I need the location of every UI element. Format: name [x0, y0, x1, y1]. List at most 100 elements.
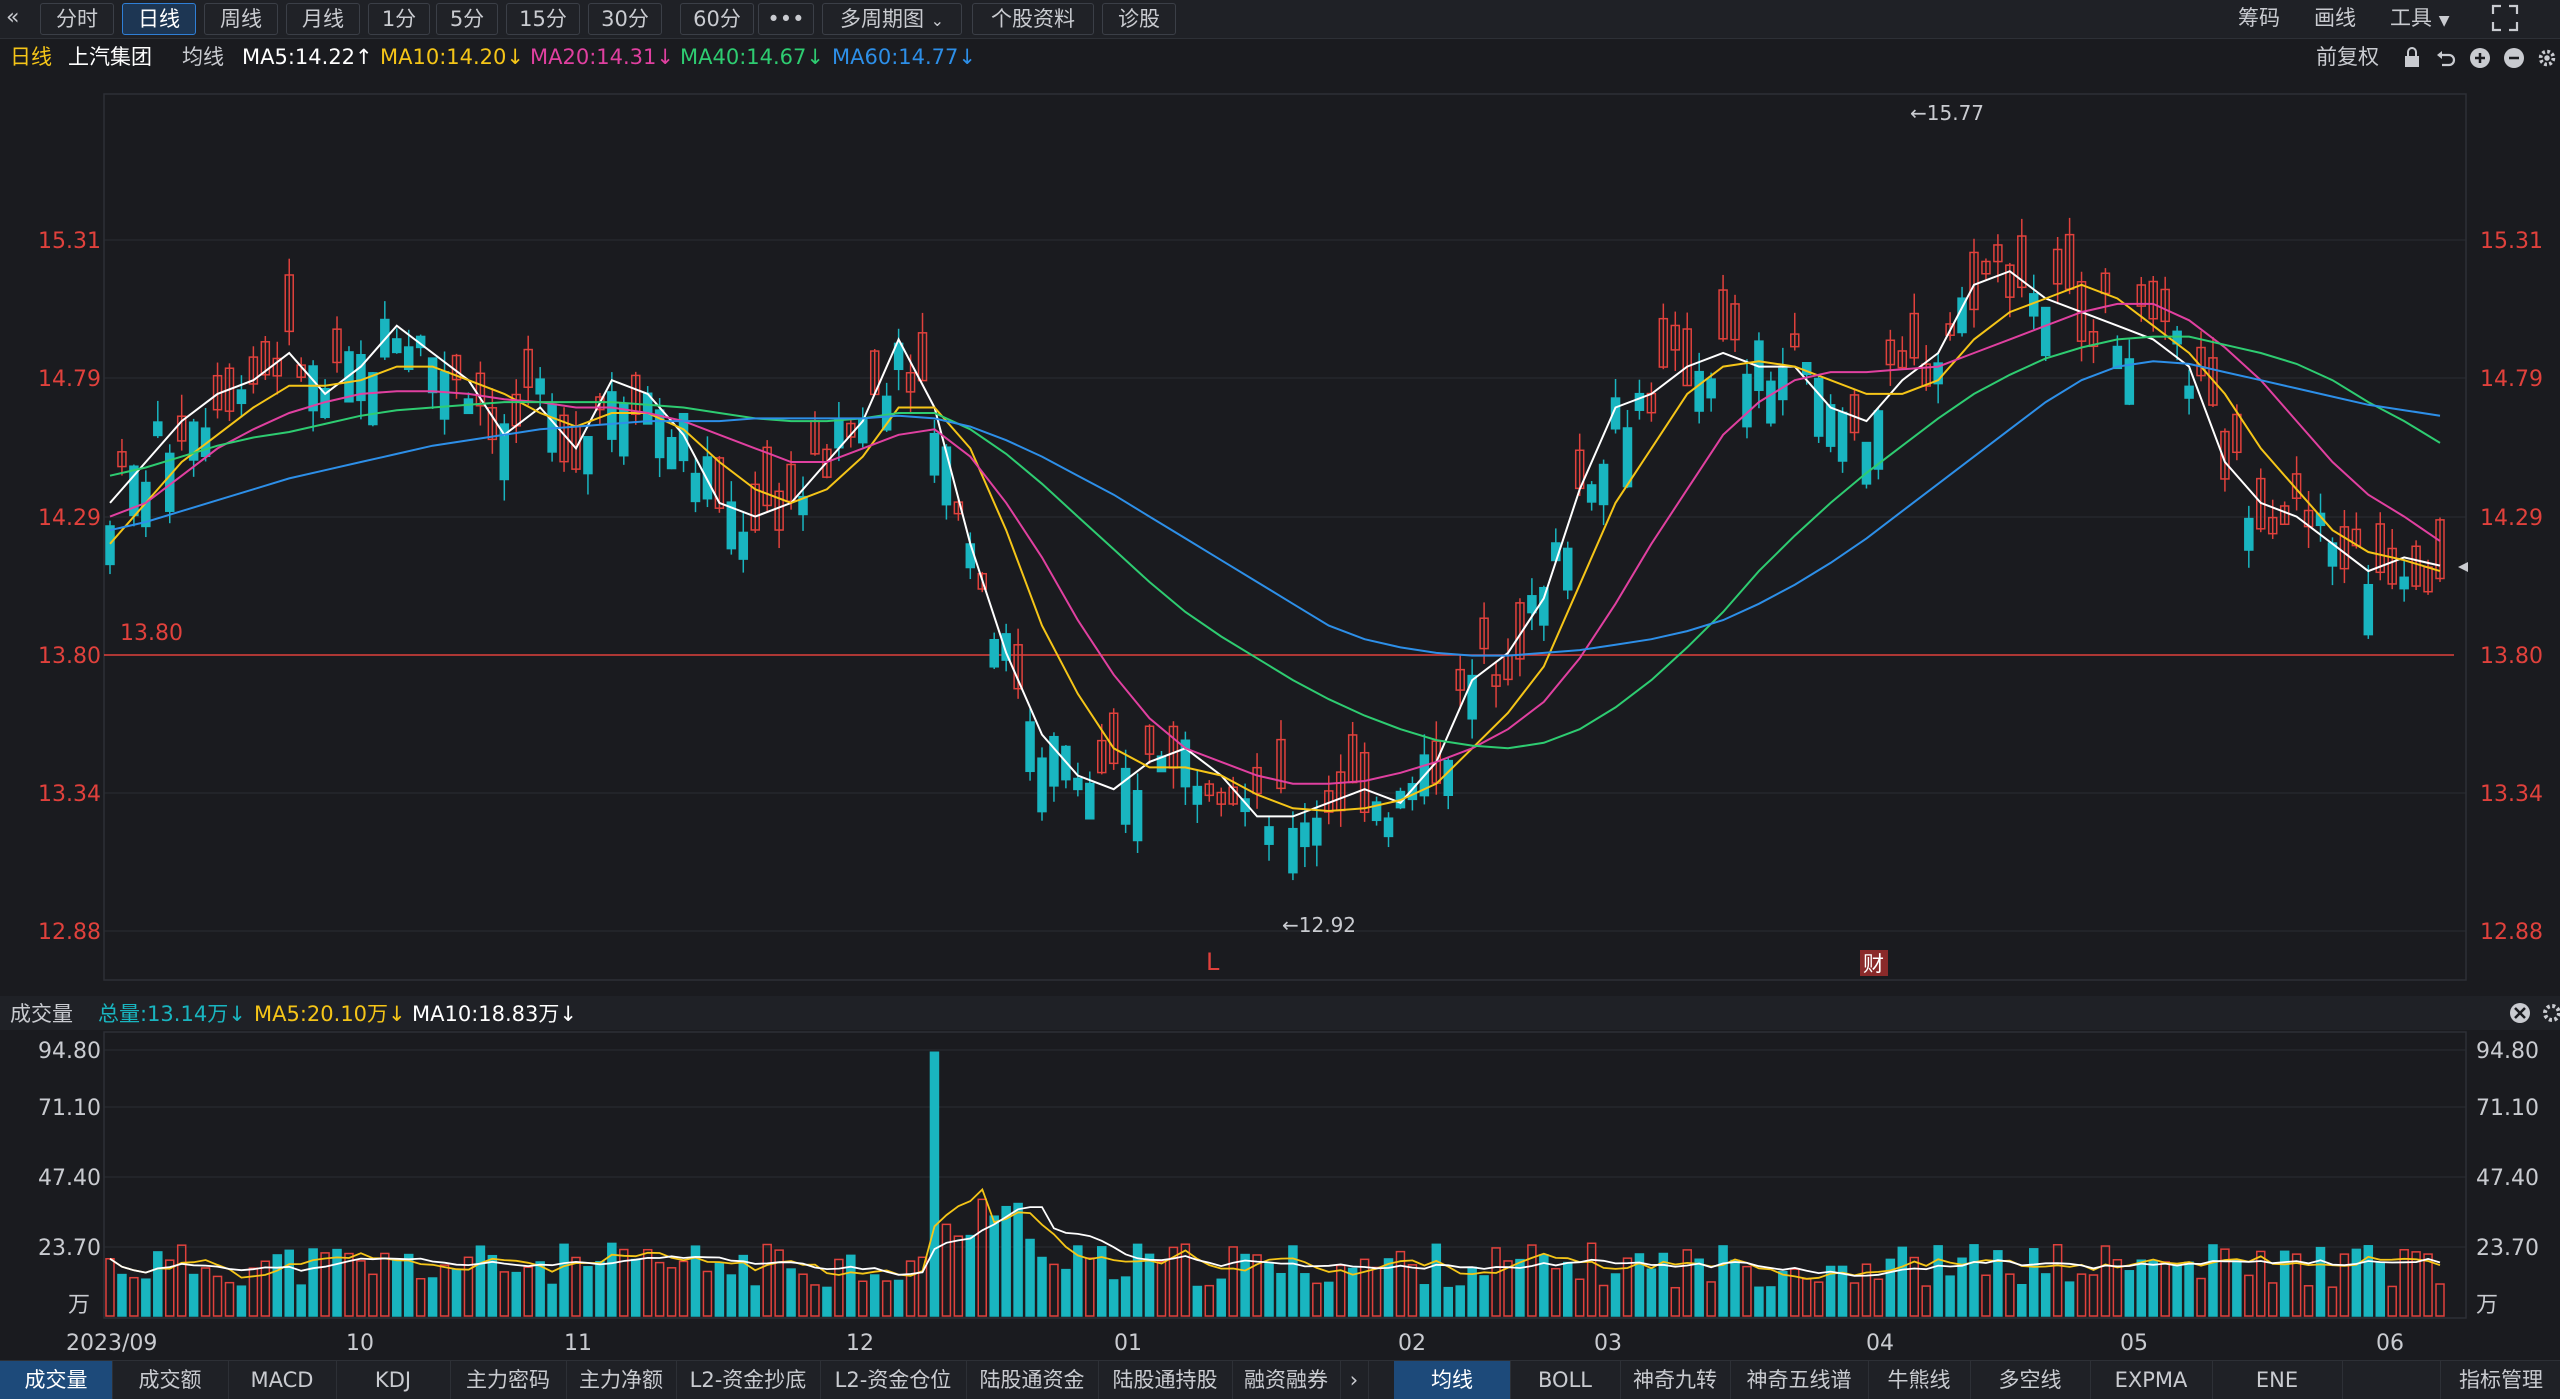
diagnose-button[interactable]: 诊股 — [1102, 3, 1176, 35]
tab-60min[interactable]: 60分 — [680, 3, 754, 35]
top-toolbar: « 分时 日线 周线 月线 1分 5分 15分 30分 60分 ••• 多周期图… — [0, 0, 2560, 39]
indicator-manage-button[interactable]: 指标管理 — [2440, 1361, 2560, 1399]
volume-bar — [595, 1260, 605, 1317]
zoom-in-icon[interactable] — [2468, 38, 2492, 76]
candle-body — [619, 403, 629, 457]
candle-body — [965, 543, 976, 569]
candle-body — [1670, 324, 1681, 351]
zoom-out-icon[interactable] — [2502, 38, 2526, 76]
ma10-line — [109, 283, 2441, 813]
tab-5min[interactable]: 5分 — [436, 3, 498, 35]
back-icon[interactable]: « — [6, 5, 20, 30]
draw-button[interactable]: 画线 — [2314, 6, 2356, 30]
candle-body — [2208, 357, 2218, 406]
tab-l2-bottom[interactable]: L2-资金抄底 — [676, 1361, 821, 1399]
volume-bar — [2088, 1274, 2099, 1317]
tab-hk-connect-holdings[interactable]: 陆股通持股 — [1098, 1361, 1233, 1399]
tab-main-code[interactable]: 主力密码 — [450, 1361, 567, 1399]
volume-bar — [2160, 1261, 2170, 1317]
chevron-right-icon[interactable]: › — [1340, 1361, 1369, 1399]
candle-body — [2244, 517, 2254, 551]
candle-body — [1586, 484, 1597, 503]
tab-15min[interactable]: 15分 — [506, 3, 580, 35]
tab-turnover[interactable]: 成交额 — [112, 1361, 229, 1399]
tab-expma[interactable]: EXPMA — [2090, 1361, 2213, 1399]
volume-title[interactable]: 成交量 — [10, 1002, 73, 1026]
adjust-button[interactable]: 前复权 — [2316, 45, 2379, 69]
volume-bar — [117, 1273, 127, 1317]
volume-bar — [1096, 1246, 1107, 1317]
marker-cai[interactable]: 财 — [1863, 952, 1884, 976]
tab-long-short[interactable]: 多空线 — [1970, 1361, 2091, 1399]
tools-label: 工具 — [2390, 6, 2432, 30]
undo-icon[interactable] — [2434, 38, 2458, 76]
candle-body — [1037, 757, 1047, 813]
tab-hk-connect-funds[interactable]: 陆股通资金 — [966, 1361, 1099, 1399]
tab-monthly[interactable]: 月线 — [286, 3, 360, 35]
candle-body — [762, 446, 772, 507]
tab-fenshi[interactable]: 分时 — [40, 3, 114, 35]
expand-icon[interactable] — [2490, 3, 2520, 33]
multi-period-dropdown[interactable]: 多周期图 ⌄ — [822, 3, 962, 35]
volume-bar — [2387, 1285, 2397, 1317]
tab-ma[interactable]: 均线 — [1394, 1361, 1511, 1399]
candle-body — [738, 531, 749, 560]
marker-l[interactable]: L — [1206, 948, 1220, 976]
price-chart[interactable]: 13.80 15.31 14.79 14.29 13.80 13.34 12.8… — [0, 0, 2560, 1360]
more-button[interactable]: ••• — [758, 3, 814, 35]
volume-unit: 万 — [2476, 1293, 2498, 1318]
tab-l2-position[interactable]: L2-资金仓位 — [820, 1361, 967, 1399]
volume-bar — [1885, 1258, 1896, 1317]
volume-gear-icon[interactable] — [2543, 1004, 2560, 1022]
volume-bar — [1706, 1281, 1716, 1317]
tab-magic-five[interactable]: 神奇五线谱 — [1730, 1361, 1869, 1399]
gear-icon[interactable] — [2536, 38, 2558, 76]
ma5-value: MA5:14.22↑ — [242, 45, 373, 69]
candle-body — [1790, 333, 1800, 348]
volume-bar — [1562, 1261, 1573, 1317]
chip-button[interactable]: 筹码 — [2238, 6, 2280, 30]
candle-body — [1730, 303, 1740, 341]
volume-bar — [523, 1266, 533, 1317]
volume-bar — [260, 1260, 271, 1317]
price-tick: 13.34 — [38, 782, 101, 807]
tab-magic-nine[interactable]: 神奇九转 — [1620, 1361, 1731, 1399]
tab-margin[interactable]: 融资融券 — [1232, 1361, 1341, 1399]
candle-body — [463, 398, 474, 415]
tab-macd[interactable]: MACD — [228, 1361, 337, 1399]
x-tick: 06 — [2376, 1331, 2404, 1356]
candle-body — [1455, 668, 1465, 691]
tab-kdj[interactable]: KDJ — [336, 1361, 451, 1399]
tab-30min[interactable]: 30分 — [588, 3, 662, 35]
candle-body — [475, 372, 486, 407]
tab-bull-bear[interactable]: 牛熊线 — [1868, 1361, 1971, 1399]
stock-name[interactable]: 上汽集团 — [68, 45, 152, 69]
tab-boll[interactable]: BOLL — [1510, 1361, 1621, 1399]
candle-body — [1108, 712, 1119, 765]
volume-bar — [858, 1280, 868, 1317]
tab-1min[interactable]: 1分 — [368, 3, 430, 35]
close-icon[interactable] — [2510, 1003, 2530, 1023]
tab-weekly[interactable]: 周线 — [204, 3, 278, 35]
stock-info-button[interactable]: 个股资料 — [972, 3, 1094, 35]
tools-button[interactable]: 工具 ▼ — [2390, 3, 2449, 33]
tab-ene[interactable]: ENE — [2212, 1361, 2343, 1399]
ma-label[interactable]: 均线 — [182, 45, 224, 69]
volume-bar — [164, 1259, 175, 1317]
volume-bar — [1192, 1285, 1203, 1317]
tab-daily[interactable]: 日线 — [122, 3, 196, 35]
candle-body — [439, 371, 450, 420]
candle-body — [583, 436, 593, 475]
tab-volume[interactable]: 成交量 — [0, 1361, 113, 1399]
x-tick: 2023/09 — [66, 1331, 157, 1356]
candle-body — [260, 341, 271, 376]
candle-body — [774, 490, 784, 531]
volume-tick: 71.10 — [38, 1096, 101, 1121]
candle-body — [2315, 512, 2326, 527]
lock-icon[interactable] — [2400, 38, 2424, 76]
volume-bar — [2244, 1274, 2254, 1317]
candle-body — [523, 348, 533, 388]
tab-main-net[interactable]: 主力净额 — [566, 1361, 677, 1399]
volume-bar — [750, 1285, 760, 1317]
candle-body — [941, 446, 952, 506]
